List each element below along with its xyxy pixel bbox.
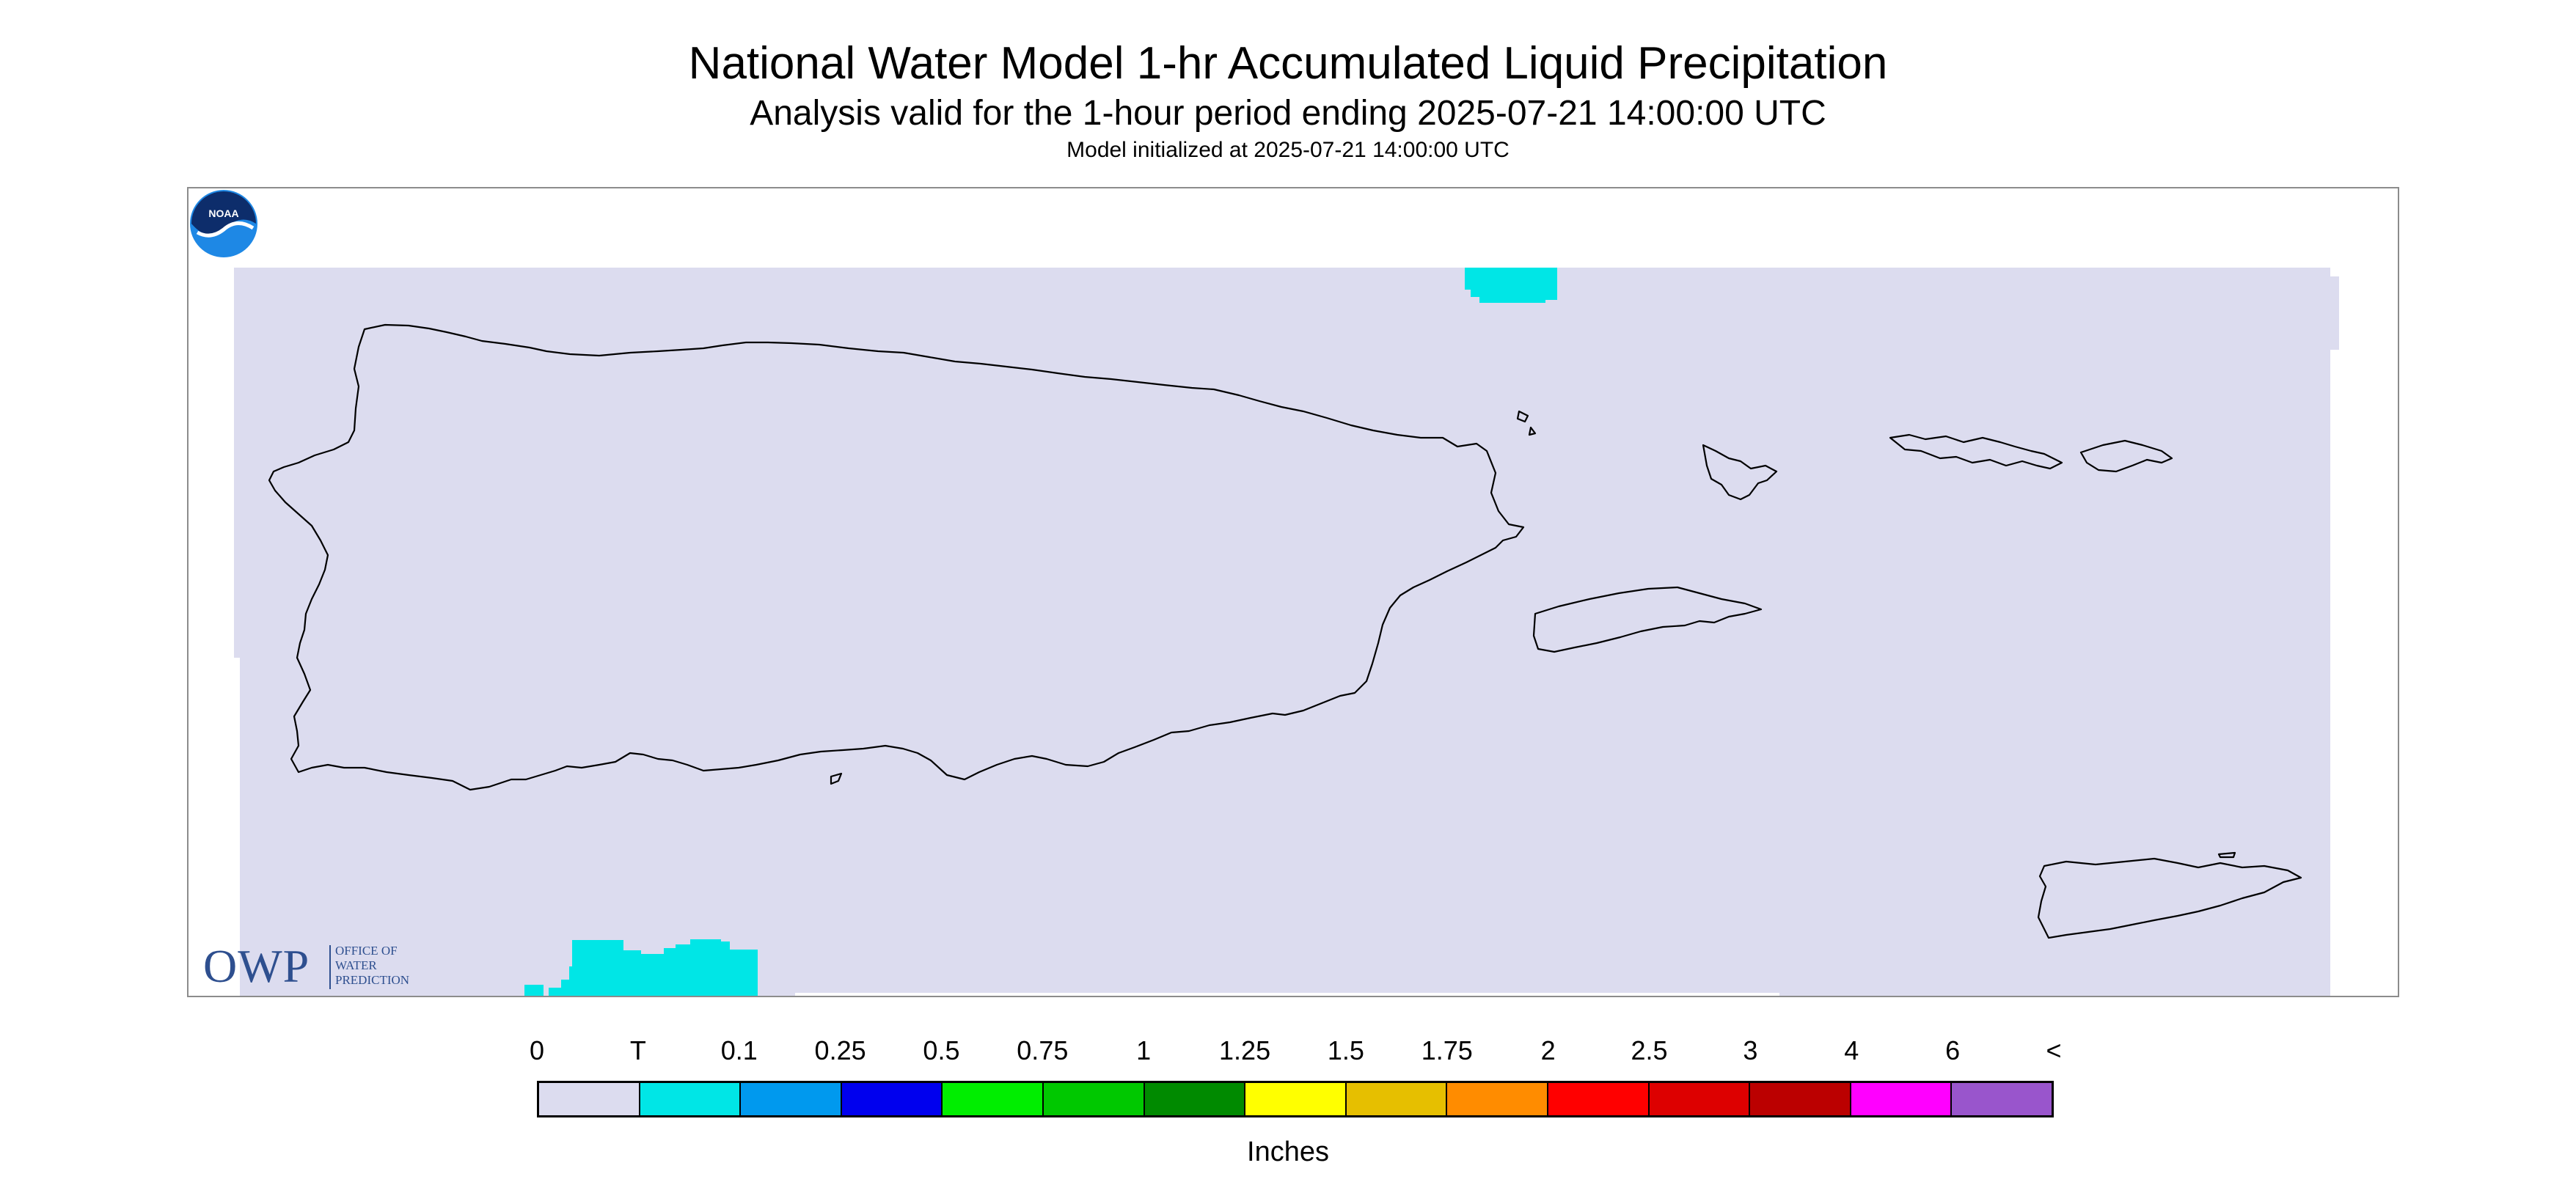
legend-label: < — [2046, 1035, 2062, 1065]
legend-label: 1.5 — [1327, 1035, 1364, 1065]
precip-cell-southwest — [549, 939, 758, 996]
legend-swatch — [1346, 1083, 1448, 1115]
coastlines — [268, 323, 2302, 939]
legend-label: 3 — [1743, 1035, 1758, 1065]
owp-logo-subtext: OFFICE OF WATER PREDICTION — [335, 944, 410, 987]
noaa-logo: NOAA — [190, 190, 257, 257]
legend-label: 0.1 — [720, 1035, 758, 1065]
domain-gap — [795, 993, 1779, 996]
legend-swatch — [1043, 1083, 1145, 1115]
legend-label: T — [629, 1035, 646, 1065]
precip-cell-small — [524, 985, 544, 996]
precip-cell-north — [1465, 268, 1557, 303]
precipitation-map — [234, 268, 2339, 996]
legend-swatch — [741, 1083, 842, 1115]
caja-de-muertos — [830, 772, 843, 785]
legend-swatch — [640, 1083, 742, 1115]
owp-logo-divider — [329, 945, 331, 989]
legend-swatch — [1750, 1083, 1851, 1115]
legend-units: Inches — [1247, 1137, 1329, 1167]
puerto-rico-coast — [268, 323, 1525, 791]
map-frame: OWP OFFICE OF WATER PREDICTION NOAA — [187, 187, 2399, 997]
legend-swatch — [1447, 1083, 1548, 1115]
model-domain — [234, 268, 2339, 996]
legend-swatch — [1851, 1083, 1953, 1115]
legend-swatch — [539, 1083, 640, 1115]
legend-label: 2 — [1540, 1035, 1556, 1065]
culebrita-isles — [1516, 410, 1537, 436]
legend-swatch — [1245, 1083, 1347, 1115]
legend-swatch — [841, 1083, 943, 1115]
legend-swatch — [1548, 1083, 1650, 1115]
legend-label: 0 — [529, 1035, 545, 1065]
map-subtitle: Analysis valid for the 1-hour period end… — [750, 94, 1826, 133]
st-croix-island — [2037, 857, 2302, 939]
st-thomas-stjohn — [1889, 433, 2173, 473]
legend-label: 6 — [1945, 1035, 1961, 1065]
owp-logo-text: OWP — [203, 940, 310, 992]
legend-label: 2.5 — [1631, 1035, 1668, 1065]
map-title: National Water Model 1-hr Accumulated Li… — [688, 38, 1888, 89]
legend-label: 0.25 — [814, 1035, 866, 1065]
legend-swatch — [1649, 1083, 1751, 1115]
small-islet — [2217, 851, 2236, 859]
legend-label: 1.25 — [1219, 1035, 1271, 1065]
legend-swatch — [1144, 1083, 1246, 1115]
noaa-logo-text: NOAA — [208, 208, 238, 219]
culebra-island — [1702, 444, 1778, 501]
legend-swatch — [943, 1083, 1044, 1115]
legend-swatch — [1952, 1083, 2052, 1115]
legend-label: 1 — [1136, 1035, 1152, 1065]
legend-colorbar — [537, 1081, 2054, 1117]
vieques-island — [1532, 586, 1763, 653]
model-init-time: Model initialized at 2025-07-21 14:00:00… — [1066, 138, 1510, 162]
legend-label: 1.75 — [1421, 1035, 1473, 1065]
legend-label: 4 — [1844, 1035, 1859, 1065]
legend-label: 0.75 — [1017, 1035, 1069, 1065]
legend-label: 0.5 — [923, 1035, 960, 1065]
